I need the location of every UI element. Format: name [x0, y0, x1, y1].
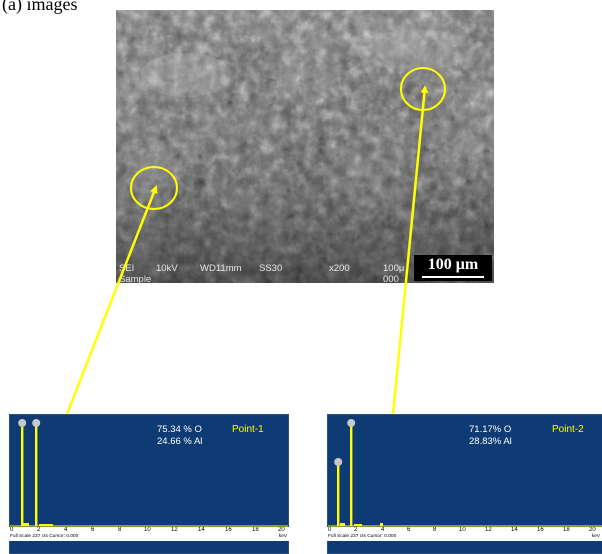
- tick-1-4: 8: [118, 527, 122, 533]
- sem-voltage: 10kV: [156, 263, 178, 274]
- aluminum-readout-2: 28.83% Al: [469, 436, 512, 447]
- peak-oxygen-1: [21, 427, 24, 526]
- tick-2-2: 4: [381, 527, 385, 533]
- spectrum-axis-1: 0 2 4 6 8 10 12 14 16 18 20 Full Scale 2…: [9, 527, 289, 541]
- spectrum-plot-1: [10, 419, 288, 527]
- tick-2-10: 20: [589, 527, 596, 533]
- scale-bar-line: [422, 276, 484, 278]
- oxygen-readout-2: 71.17% O: [469, 424, 512, 435]
- tick-1-8: 16: [225, 527, 232, 533]
- aluminum-readout-1: 24.66 % Al: [157, 436, 203, 447]
- tick-1-7: 14: [198, 527, 205, 533]
- peak-marker-aluminum-2: [347, 419, 356, 427]
- tick-1-0: 0: [10, 527, 14, 533]
- sem-sample-label: Sample: [119, 274, 152, 283]
- point-label-2: Point-2: [552, 424, 584, 435]
- peak-aluminum-2: [350, 425, 353, 526]
- oxygen-readout-1: 75.34 % O: [157, 424, 202, 435]
- sem-detector: SEI: [119, 263, 135, 274]
- sem-spot-size: SS30: [259, 263, 283, 274]
- tick-2-5: 10: [459, 527, 466, 533]
- tick-1-1: 2: [37, 527, 41, 533]
- peak-marker-aluminum-1: [32, 419, 41, 427]
- tick-2-4: 8: [433, 527, 437, 533]
- tick-1-2: 4: [64, 527, 68, 533]
- scale-bar: 100 μm: [414, 255, 492, 281]
- peak-oxygen-2: [337, 464, 340, 526]
- sem-magnification: x200: [329, 263, 350, 274]
- tick-1-10: 20: [278, 527, 285, 533]
- tick-2-8: 16: [537, 527, 544, 533]
- tick-2-3: 6: [407, 527, 411, 533]
- tick-1-5: 10: [144, 527, 151, 533]
- kev-unit-2: keV: [591, 534, 600, 539]
- scale-bar-label: 100 μm: [427, 256, 479, 273]
- tick-2-7: 14: [511, 527, 518, 533]
- tick-1-9: 18: [252, 527, 259, 533]
- sem-scale-small: 100μ: [383, 263, 405, 274]
- sem-texture: [116, 10, 494, 283]
- peak-aluminum-1: [35, 425, 38, 526]
- kev-unit-1: keV: [278, 534, 287, 539]
- spectrum-plot-2: [328, 419, 602, 527]
- tick-2-0: 0: [328, 527, 332, 533]
- point-label-1: Point-1: [232, 424, 264, 435]
- sem-micrograph: SEI 10kV WD11mm SS30 x200 100μ Sample 00…: [116, 10, 494, 283]
- figure-caption: (a) images: [2, 0, 78, 14]
- spectrum-axis-2: 0 2 4 6 8 10 12 14 16 18 20 Full Scale 2…: [327, 527, 602, 541]
- spectrum-footer-1: Full Scale 237 cts Cursor: 0.000: [10, 534, 79, 539]
- tick-2-6: 12: [485, 527, 492, 533]
- tick-2-9: 18: [563, 527, 570, 533]
- peak-marker-oxygen-2: [334, 458, 343, 466]
- sem-image-number: 000: [383, 274, 399, 283]
- tick-2-1: 2: [354, 527, 358, 533]
- spectrum-footer-2: Full Scale 237 cts Cursor: 0.000: [328, 534, 397, 539]
- tick-1-6: 12: [171, 527, 178, 533]
- peak-marker-oxygen-1: [18, 419, 27, 427]
- sem-working-distance: WD11mm: [200, 263, 242, 274]
- tick-1-3: 6: [91, 527, 95, 533]
